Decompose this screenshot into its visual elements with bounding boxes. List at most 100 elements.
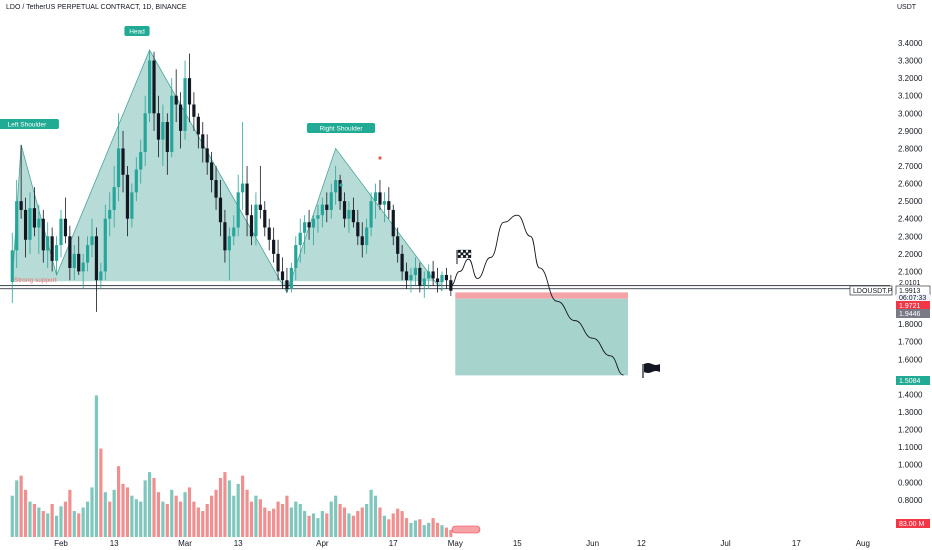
head-label: Head [124, 26, 150, 36]
volume-bar [435, 522, 440, 537]
volume-bar [356, 511, 360, 537]
candle-body [50, 236, 54, 261]
volume-bar [156, 492, 161, 537]
volume-bar [63, 501, 68, 537]
volume-bar [81, 507, 85, 537]
candle-body [85, 245, 90, 263]
candle-body [170, 95, 174, 152]
volume-bar [258, 499, 262, 537]
candle-body [28, 208, 32, 240]
volume-bar [440, 525, 444, 537]
volume-bar [391, 513, 395, 537]
target-price-tag-bg [896, 376, 930, 385]
profit-target-zone [455, 298, 629, 376]
candle-body [351, 209, 355, 223]
candle-body [360, 236, 364, 246]
volume-bar [214, 489, 218, 537]
volume-bar [41, 511, 45, 537]
x-tick-label: Apr [316, 539, 329, 548]
volume-bars [10, 395, 453, 537]
candle-body [329, 192, 333, 210]
candle-body [112, 187, 116, 210]
volume-bar [90, 487, 94, 537]
volume-bar [130, 495, 134, 537]
volume-bar [210, 495, 214, 537]
x-tick-label: Jun [586, 539, 599, 548]
candle-body [37, 218, 41, 228]
candle-body [409, 274, 413, 281]
volume-bar [72, 511, 76, 537]
x-tick-label: 13 [110, 539, 119, 548]
volume-bar [174, 495, 178, 537]
y-tick-label: 2.6000 [898, 180, 923, 189]
time-axis[interactable]: Feb 13 Mar 13 Apr 17 May 15 Jun 12 Jul 17 Aug [54, 539, 870, 548]
resistance-price-tag: 2.0101 [896, 278, 930, 287]
candle-body [139, 151, 143, 170]
x-tick-label: Aug [856, 539, 870, 548]
volume-scale-tag-text: 83.00 M [899, 521, 924, 528]
volume-bar [294, 501, 298, 537]
volume-badge-bg [451, 525, 481, 534]
candle-body [201, 134, 205, 149]
checkered-flag-icon [456, 249, 472, 264]
flag-square [468, 255, 472, 258]
candle-body [161, 122, 165, 140]
y-tick-label: 0.9000 [898, 478, 923, 487]
candle-body [130, 192, 134, 219]
candle-body [325, 204, 329, 210]
candle-body [285, 280, 289, 289]
volume-bar [103, 492, 107, 537]
support-label: Strong support [14, 277, 57, 284]
candle-body [373, 192, 378, 202]
candle-body [134, 169, 138, 193]
volume-bar [365, 503, 369, 537]
volume-bar [205, 503, 209, 537]
stop-price-tag-bg [896, 301, 930, 310]
volume-bar [369, 489, 373, 537]
candle-body [334, 180, 338, 193]
y-tick-label: 2.2000 [898, 250, 923, 259]
volume-bar [396, 508, 400, 537]
flag-square [460, 255, 464, 258]
symbol-tag: LDOUSDT.P [849, 285, 893, 296]
volume-bar [387, 519, 391, 537]
y-tick-label: 1.4000 [898, 390, 923, 399]
stop-price-tag-text: 1.9721 [899, 303, 921, 310]
currency-label: USDT [897, 4, 917, 11]
head-and-shoulders-pattern [11, 49, 443, 294]
volume-bar [400, 511, 404, 537]
projection-path [450, 214, 624, 376]
volume-bar [28, 501, 32, 537]
resistance-price-tag-text: 2.0101 [899, 280, 921, 287]
volume-bar [232, 495, 236, 537]
volume-bar [289, 507, 293, 537]
candle-body [289, 267, 293, 289]
volume-bar [161, 501, 165, 537]
volume-bar [263, 507, 267, 537]
target-price-tag-text: 1.5084 [899, 378, 921, 385]
y-tick-label: 2.8000 [898, 144, 923, 153]
candle-body [223, 222, 227, 251]
volume-bar [254, 495, 258, 537]
candle-body [63, 218, 68, 237]
right-shoulder-label-bg [306, 123, 376, 133]
candle-body [303, 222, 307, 233]
candle-body [41, 218, 45, 251]
candle-body [116, 148, 121, 188]
y-tick-label: 2.4000 [898, 215, 923, 224]
y-tick-label: 1.1000 [898, 443, 923, 452]
y-tick-label: 2.9000 [898, 127, 923, 136]
volume-bar [342, 507, 347, 537]
candle-body [196, 116, 200, 135]
candle-body [365, 227, 369, 246]
candle-body [378, 192, 382, 205]
volume-bar [449, 529, 453, 537]
candle-body [10, 250, 14, 282]
volume-bar [54, 515, 59, 537]
entry-price-tag: 1.9446 [896, 309, 930, 318]
price-axis[interactable]: 3.4000 3.3000 3.2000 3.1000 3.0000 2.9000 2.80… [898, 39, 923, 505]
volume-bar [285, 495, 289, 537]
volume-bar [378, 507, 382, 537]
volume-bar [32, 503, 37, 537]
